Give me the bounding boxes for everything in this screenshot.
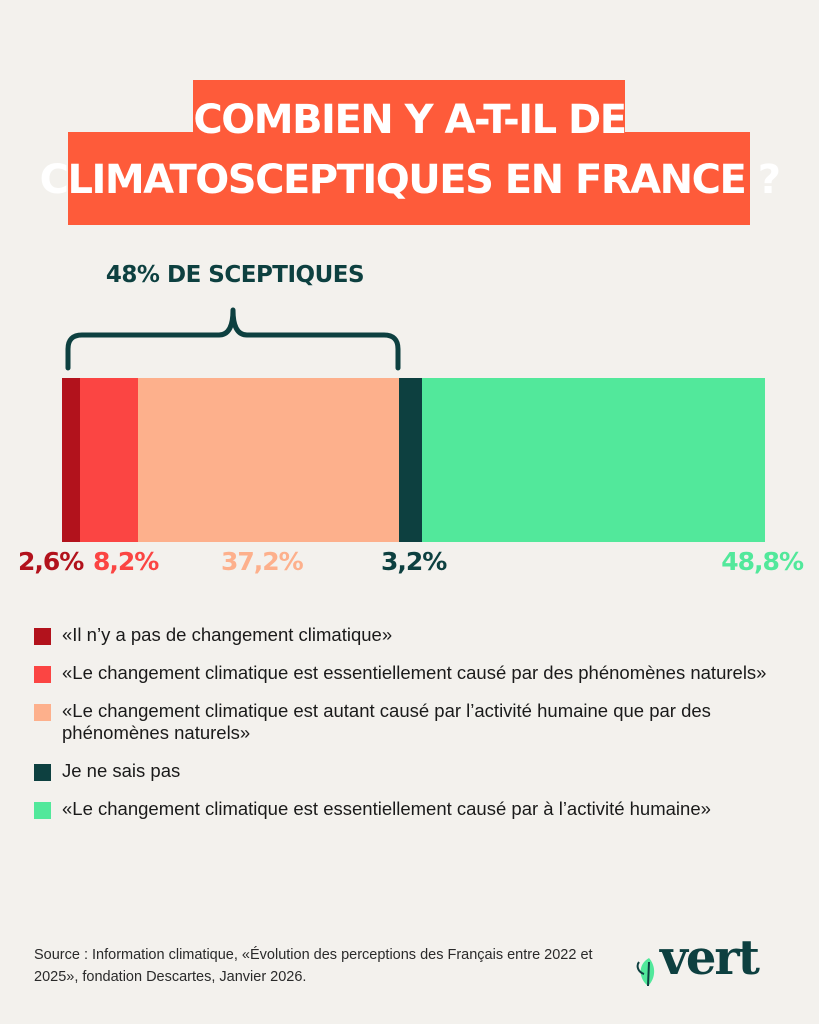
legend-swatch	[34, 764, 51, 781]
brace-label: 48% DE SCEPTIQUES	[105, 262, 365, 288]
leaf-icon	[636, 958, 655, 987]
logo-text: vert	[660, 930, 760, 986]
legend-label: «Le changement climatique est autant cau…	[62, 700, 711, 743]
bar-segment-dont-know	[399, 378, 422, 542]
bar-segment-no-change	[62, 378, 80, 542]
legend-swatch	[34, 666, 51, 683]
legend-item-no-change: «Il n’y a pas de changement climatique»	[34, 624, 794, 646]
legend-item-dont-know: Je ne sais pas	[34, 760, 794, 782]
percent-label-human: 48,8%	[721, 547, 804, 576]
legend-item-both: «Le changement climatique est autant cau…	[34, 700, 794, 744]
title-line-1: COMBIEN Y A-T-IL DE	[193, 97, 627, 143]
source-note: Source : Information climatique, «Évolut…	[34, 947, 593, 985]
percent-label-natural: 8,2%	[93, 547, 159, 576]
legend-swatch	[34, 802, 51, 819]
legend-label: «Le changement climatique est essentiell…	[62, 798, 711, 819]
bar-segment-human	[422, 378, 765, 542]
bar-segment-both	[138, 378, 399, 542]
legend-label: Je ne sais pas	[62, 760, 181, 781]
brace-path	[65, 307, 401, 371]
legend-item-human: «Le changement climatique est essentiell…	[34, 798, 794, 820]
percent-label-no-change: 2,6%	[18, 547, 84, 576]
percent-label-both: 37,2%	[221, 547, 304, 576]
legend-swatch	[34, 628, 51, 645]
legend-swatch	[34, 704, 51, 721]
stacked-bar	[62, 378, 765, 542]
title-box-bottom	[68, 132, 750, 225]
legend-label: «Le changement climatique est essentiell…	[62, 662, 767, 683]
legend-label: «Il n’y a pas de changement climatique»	[62, 624, 393, 645]
bar-segment-natural	[80, 378, 138, 542]
legend: «Il n’y a pas de changement climatique» «…	[34, 624, 794, 836]
percent-label-dont-know: 3,2%	[381, 547, 447, 576]
legend-item-natural: «Le changement climatique est essentiell…	[34, 662, 794, 684]
title-line-2: CLIMATOSCEPTIQUES EN FRANCE ?	[39, 157, 781, 203]
